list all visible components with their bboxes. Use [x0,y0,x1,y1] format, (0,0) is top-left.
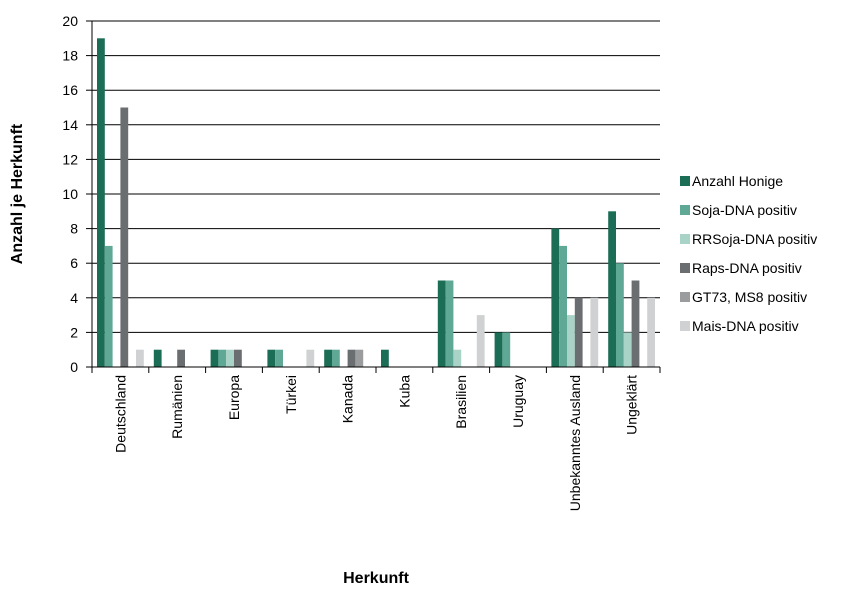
y-tick-label: 14 [62,117,78,133]
bar [608,211,616,367]
bar [226,349,234,367]
legend-label: Raps-DNA positiv [692,260,802,276]
x-tick-label: Europa [226,375,242,420]
x-tick-label: Unbekanntes Ausland [567,375,583,511]
y-tick-label: 4 [70,290,78,306]
x-tick-label: Kuba [396,375,412,408]
legend-label: Mais-DNA positiv [692,318,799,334]
bar [275,349,283,367]
bar [347,349,356,367]
legend-swatch [680,234,690,244]
legend-swatch [680,321,690,331]
y-tick-label: 10 [62,186,78,202]
bar [453,349,462,367]
x-tick-labels: Deutschland Rumänien Europa Türkei Kanada Kub… [112,375,639,511]
bar [616,263,624,367]
x-tick-label: Türkei [283,375,299,414]
legend-label: GT73, MS8 positiv [692,289,807,305]
y-tick-label: 8 [70,221,78,237]
bar [306,349,315,367]
bar [590,297,599,367]
bar [574,297,583,367]
y-axis-title: Anzahl je Herkunft [9,123,26,264]
bar [324,349,332,367]
bar [437,280,446,367]
legend-label: Anzahl Honige [692,173,783,189]
y-tick-label: 12 [62,151,78,167]
legend-label: RRSoja-DNA positiv [692,231,817,247]
legend-label: Soja-DNA positiv [692,202,797,218]
bar [120,107,129,367]
bars [97,38,655,368]
y-tick-label: 20 [62,13,78,29]
bar [210,349,219,367]
gridlines [92,20,660,333]
y-tick-label: 6 [70,255,78,271]
x-axis-title: Herkunft [343,570,409,587]
bar [332,349,340,367]
x-tick-label: Ungeklärt [624,375,640,435]
y-tick-label: 16 [62,82,78,98]
bar [136,349,144,367]
legend: Anzahl Honige Soja-DNA positiv RRSoja-DNA … [680,173,817,334]
bar [631,280,640,367]
bar [567,315,575,367]
bar [153,349,162,367]
bar [494,332,503,367]
x-tick-label: Deutschland [112,375,128,453]
bar [104,245,113,367]
legend-swatch [680,263,690,273]
y-tick-label: 2 [70,324,78,340]
y-tick-labels: 0 2 4 6 8 10 12 14 16 18 20 [62,13,78,375]
axes [86,20,661,373]
bar [218,349,227,367]
legend-swatch [680,176,690,186]
legend-swatch [680,205,690,215]
x-tick-label: Brasilien [453,375,469,429]
legend-swatch [680,292,690,302]
y-tick-label: 0 [70,359,78,375]
x-tick-label: Rumänien [169,375,185,439]
bar [551,228,560,367]
bar [177,349,185,367]
bar [381,349,389,367]
bar [234,349,242,367]
bar [445,280,454,367]
x-tick-label: Kanada [340,375,356,423]
bar [355,349,364,367]
bar [502,332,511,367]
bar [623,332,632,367]
bar [267,349,276,367]
bar [559,245,567,367]
bar [476,315,485,367]
bar [647,297,655,367]
y-tick-label: 18 [62,48,78,64]
bar [97,38,105,368]
x-tick-label: Uruguay [510,375,526,428]
